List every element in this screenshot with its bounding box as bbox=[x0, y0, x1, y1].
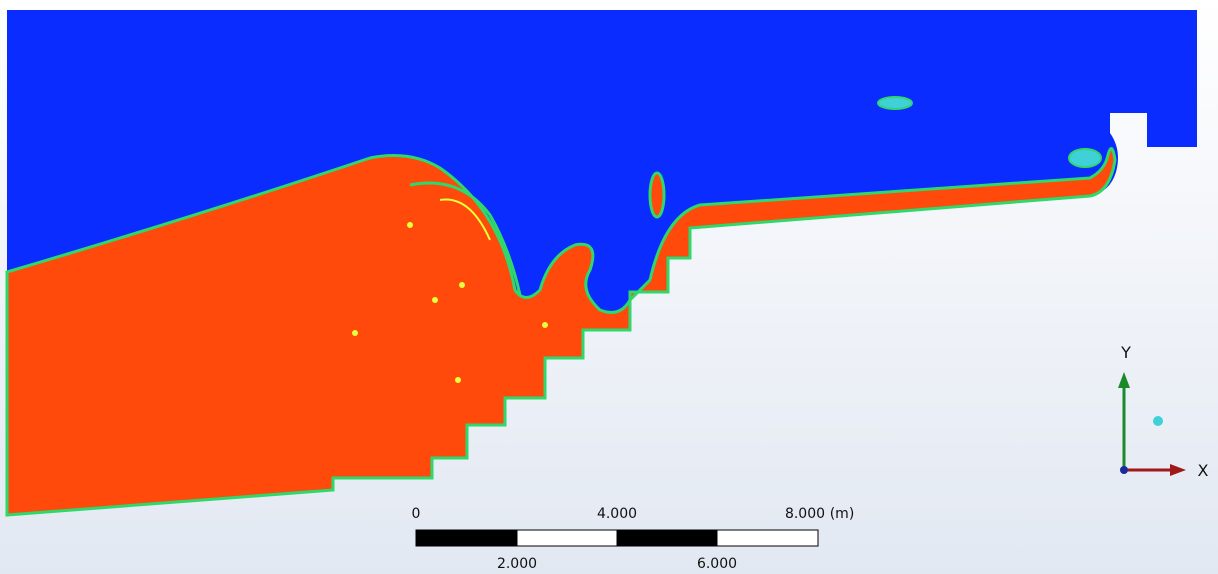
scale-label: 0 bbox=[412, 506, 421, 522]
x-axis-label: X bbox=[1198, 461, 1209, 480]
z-axis-dot bbox=[1120, 466, 1128, 474]
y-axis-label: Y bbox=[1120, 343, 1131, 362]
bubble bbox=[432, 297, 438, 303]
scale-unit: (m) bbox=[830, 506, 855, 522]
droplet bbox=[878, 97, 912, 109]
scale-segment bbox=[617, 530, 717, 546]
scale-label: 6.000 bbox=[697, 556, 737, 572]
simulation-view: 0 4.000 8.000 (m) 2.000 6.000 Y X bbox=[0, 0, 1218, 574]
scale-label: 4.000 bbox=[597, 506, 637, 522]
bubble bbox=[455, 377, 461, 383]
bubble bbox=[352, 330, 358, 336]
scale-segment bbox=[416, 530, 517, 546]
scale-label: 2.000 bbox=[497, 556, 537, 572]
bubble bbox=[542, 322, 548, 328]
origin-marker bbox=[1153, 416, 1163, 426]
spray bbox=[650, 173, 664, 217]
scale-segment bbox=[517, 530, 617, 546]
scale-segment bbox=[717, 530, 818, 546]
bubble bbox=[407, 222, 413, 228]
bubble bbox=[459, 282, 465, 288]
scale-label: 8.000 bbox=[785, 506, 825, 522]
spray bbox=[1069, 149, 1101, 167]
